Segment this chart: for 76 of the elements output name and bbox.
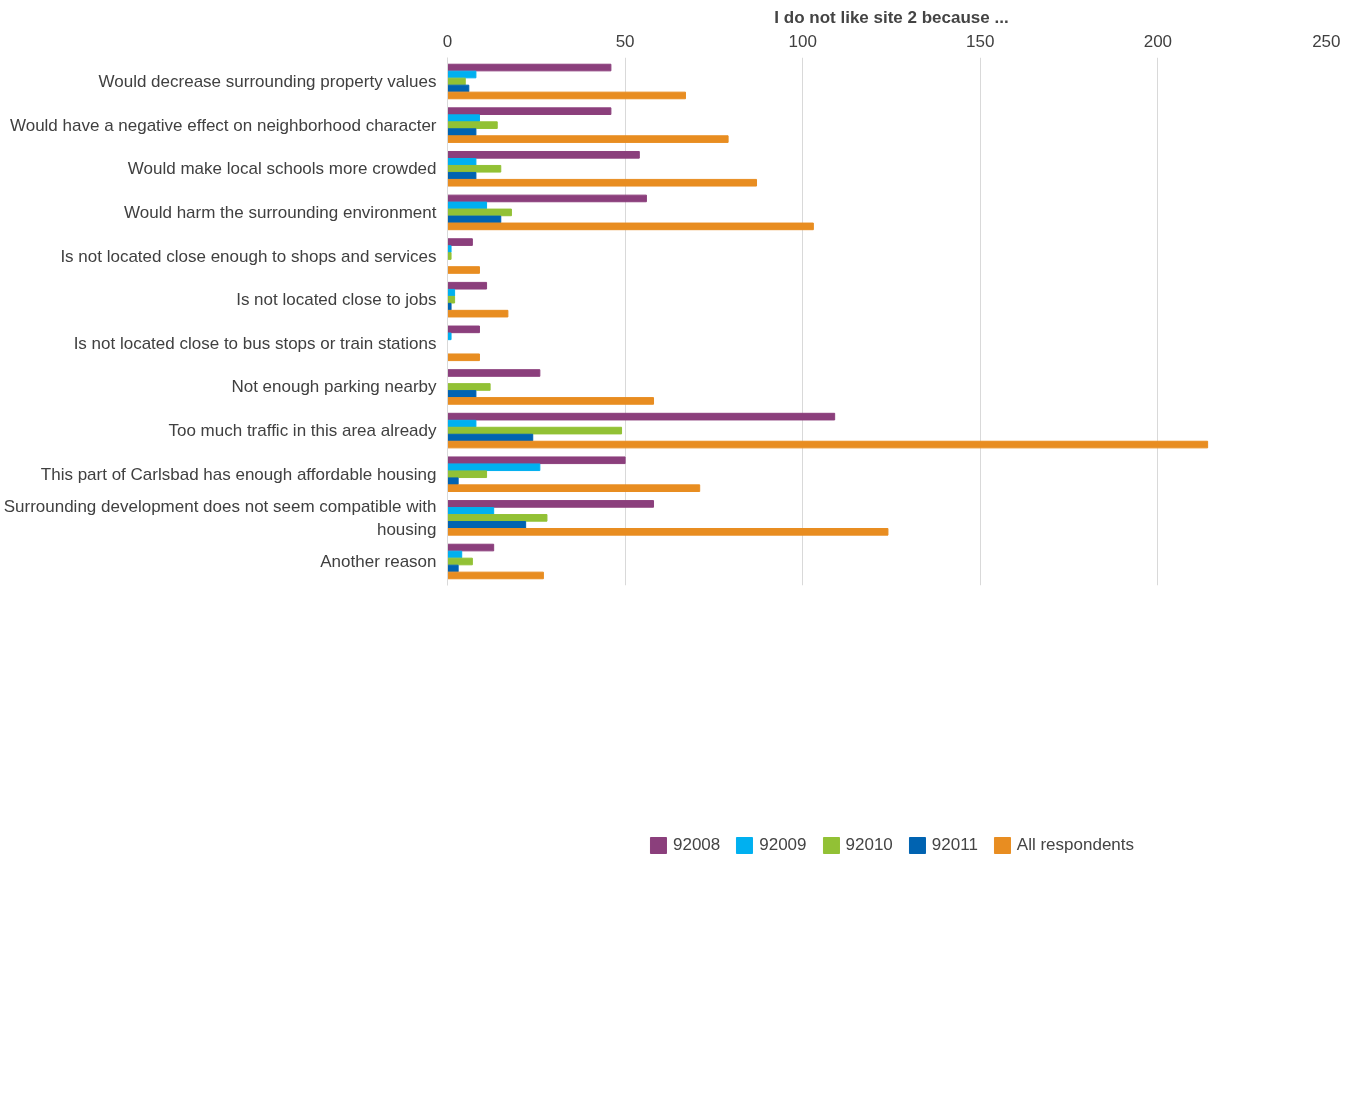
y-tick-label: Too much traffic in this area already [168, 421, 437, 441]
bar [447, 383, 491, 391]
bar [447, 245, 452, 253]
bar [447, 128, 477, 136]
bar [447, 121, 498, 129]
bar [447, 557, 473, 566]
bar [447, 302, 452, 311]
x-tick-label: 150 [966, 31, 995, 51]
bar [447, 295, 456, 304]
bar [447, 266, 480, 274]
x-tick-label: 0 [442, 31, 453, 51]
legend-label: 92011 [931, 835, 978, 855]
bar [447, 281, 488, 290]
y-tick-label: Is not located close to bus stops or train stations [73, 333, 437, 353]
y-tick-label: Would harm the surrounding environment [124, 202, 437, 222]
y-tick-label: Is not located close enough to shops and services [60, 246, 437, 266]
legend-label: All respondents [1016, 835, 1135, 855]
bar [447, 500, 655, 508]
bar [447, 107, 612, 115]
bar [447, 157, 477, 166]
bar [447, 208, 512, 217]
bar [447, 91, 686, 100]
y-tick-label: Would make local schools more crowded [127, 159, 437, 179]
bar [447, 70, 477, 79]
bar [447, 150, 640, 159]
bar [447, 456, 626, 465]
bar [447, 238, 473, 246]
bar [447, 77, 466, 86]
bar [447, 171, 477, 180]
bar [447, 397, 655, 405]
bar [447, 463, 541, 472]
y-tick-label: Is not located close to jobs [236, 290, 437, 310]
bar [447, 201, 488, 210]
x-tick-label: 50 [615, 31, 635, 51]
bar [447, 252, 452, 260]
bar [447, 164, 502, 173]
bar [447, 433, 534, 442]
y-tick-label: Would have a negative effect on neighborhood character [9, 115, 437, 135]
bar [447, 222, 814, 231]
bar [447, 484, 701, 493]
bar [447, 507, 495, 515]
bar [447, 215, 502, 224]
chart-title: I do not like site 2 because ... [774, 7, 1009, 27]
bar [447, 63, 612, 72]
bar [447, 514, 548, 522]
bar [447, 194, 647, 203]
y-tick-label: This part of Carlsbad has enough affordable housing [40, 464, 437, 484]
bar [447, 178, 758, 187]
y-tick-label: Would decrease surrounding property values [98, 72, 437, 91]
bar [447, 135, 729, 143]
legend-label: 92008 [672, 835, 721, 855]
legend-label: 92009 [759, 835, 807, 855]
bar [447, 412, 836, 421]
bar [447, 114, 480, 122]
x-tick-label: 250 [1312, 31, 1341, 51]
bar [447, 332, 452, 341]
bar [447, 353, 480, 362]
x-tick-label: 200 [1143, 31, 1173, 51]
x-tick-label: 100 [788, 31, 817, 51]
bar [447, 521, 527, 529]
legend-label: 92010 [845, 835, 893, 855]
bar [447, 440, 1209, 449]
bar [447, 390, 477, 398]
bar [447, 571, 544, 580]
bar [447, 309, 509, 318]
y-tick-label: Not enough parking nearby [231, 377, 437, 397]
bar [447, 426, 623, 435]
bar [447, 543, 495, 552]
bar [447, 325, 480, 334]
bar [447, 470, 488, 479]
y-tick-label: Another reason [320, 552, 437, 571]
bar [447, 419, 477, 428]
y-tick-label: Surrounding development does not seem compatible with housing [3, 496, 437, 539]
bar [447, 528, 889, 536]
bar [447, 369, 541, 377]
bar [447, 477, 459, 486]
